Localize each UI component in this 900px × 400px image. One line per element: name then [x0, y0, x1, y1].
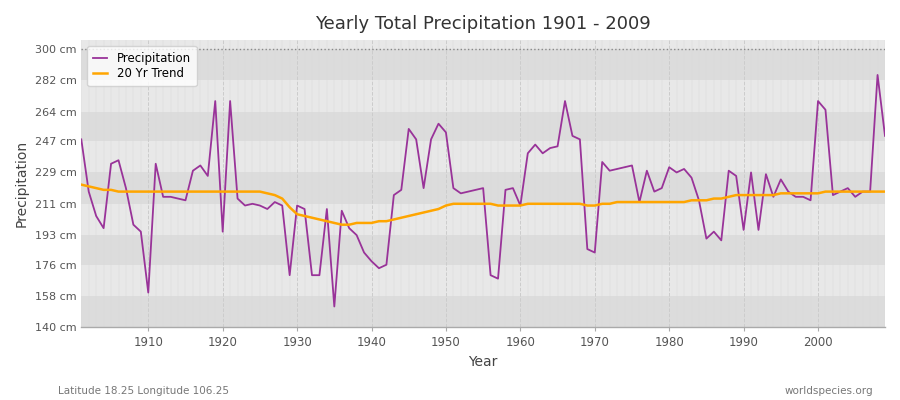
Text: worldspecies.org: worldspecies.org: [785, 386, 873, 396]
20 Yr Trend: [76, 182, 86, 187]
20 Yr Trend: [515, 203, 526, 208]
Precipitation: [522, 151, 533, 156]
20 Yr Trend: [522, 201, 533, 206]
20 Yr Trend: [337, 222, 347, 227]
Precipitation: [76, 137, 86, 142]
20 Yr Trend: [135, 189, 146, 194]
Bar: [81, 296, 885, 328]
Bar: [81, 265, 885, 296]
X-axis label: Year: Year: [469, 355, 498, 369]
Bar: [81, 112, 885, 141]
Bar: [81, 235, 885, 265]
Line: 20 Yr Trend: 20 Yr Trend: [81, 185, 885, 225]
Precipitation: [879, 134, 890, 138]
Precipitation: [515, 203, 526, 208]
Bar: [81, 49, 885, 80]
20 Yr Trend: [351, 220, 362, 225]
Bar: [81, 141, 885, 172]
Precipitation: [612, 166, 623, 171]
Bar: [81, 204, 885, 235]
20 Yr Trend: [879, 189, 890, 194]
Precipitation: [351, 233, 362, 238]
Bar: [81, 172, 885, 204]
Text: Latitude 18.25 Longitude 106.25: Latitude 18.25 Longitude 106.25: [58, 386, 230, 396]
Title: Yearly Total Precipitation 1901 - 2009: Yearly Total Precipitation 1901 - 2009: [315, 15, 651, 33]
Precipitation: [328, 304, 339, 309]
20 Yr Trend: [299, 214, 310, 218]
20 Yr Trend: [612, 200, 623, 204]
Precipitation: [299, 207, 310, 212]
Bar: [81, 80, 885, 112]
Line: Precipitation: Precipitation: [81, 75, 885, 306]
Precipitation: [872, 72, 883, 77]
Y-axis label: Precipitation: Precipitation: [15, 140, 29, 227]
Precipitation: [135, 229, 146, 234]
Legend: Precipitation, 20 Yr Trend: Precipitation, 20 Yr Trend: [87, 46, 197, 86]
